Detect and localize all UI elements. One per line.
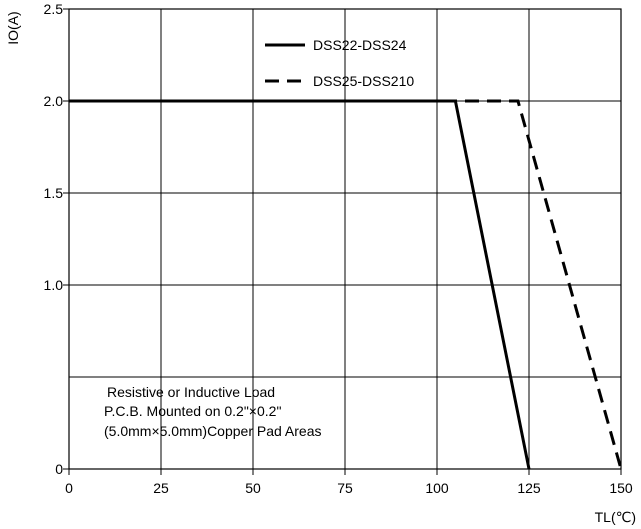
- x-tick-label: 0: [65, 480, 73, 496]
- y-tick-label: 2.0: [44, 93, 64, 109]
- annotation-line: Resistive or Inductive Load: [107, 384, 275, 400]
- annotation-line: P.C.B. Mounted on 0.2"×0.2": [104, 403, 281, 419]
- legend: DSS22-DSS24 DSS25-DSS210: [265, 37, 414, 89]
- y-axis-ticks: 0 1.0 1.5 2.0 2.5: [44, 1, 69, 477]
- legend-label: DSS25-DSS210: [313, 73, 414, 89]
- y-axis-label: IO(A): [5, 11, 21, 44]
- y-tick-label: 2.5: [44, 1, 64, 17]
- x-axis-ticks: 0 25 50 75 100 125 150: [65, 469, 633, 496]
- y-tick-label: 1.5: [44, 185, 64, 201]
- x-tick-label: 25: [153, 480, 169, 496]
- series-line-2: [69, 99, 623, 470]
- annotation-note: Resistive or Inductive Load P.C.B. Mounte…: [104, 384, 321, 439]
- x-tick-label: 100: [425, 480, 449, 496]
- legend-label: DSS22-DSS24: [313, 37, 407, 53]
- x-tick-label: 150: [609, 480, 633, 496]
- y-tick-label: 1.0: [44, 277, 64, 293]
- series-line-1: [69, 99, 531, 470]
- x-tick-label: 50: [245, 480, 261, 496]
- y-tick-label: 0: [55, 461, 63, 477]
- series-group: [69, 99, 623, 470]
- annotation-line: (5.0mm×5.0mm)Copper Pad Areas: [104, 423, 321, 439]
- x-tick-label: 125: [517, 480, 541, 496]
- x-tick-label: 75: [337, 480, 353, 496]
- x-axis-label: TL(℃): [595, 509, 636, 525]
